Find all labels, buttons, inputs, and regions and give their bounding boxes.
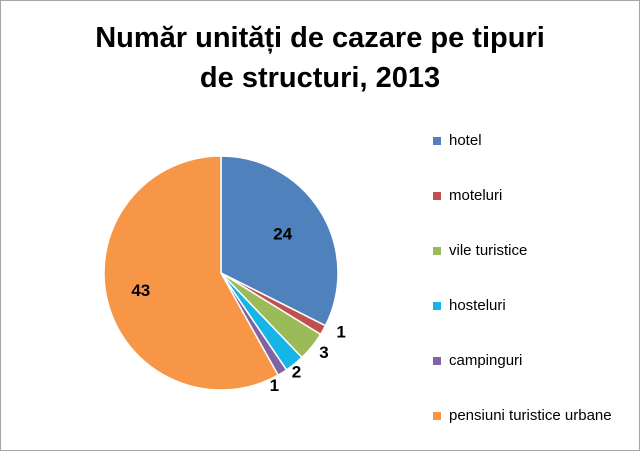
legend-label: vile turistice [449, 242, 528, 259]
chart-title-line-2: de structuri, 2013 [199, 62, 441, 94]
legend-swatch [433, 247, 441, 255]
pie-slice-hotel [220, 155, 339, 327]
legend-swatch [433, 192, 441, 200]
legend-label: hosteluri [449, 297, 506, 314]
data-label-hosteluri: 2 [292, 363, 301, 382]
data-label-pensiuni-turistice-urbane: 43 [131, 281, 150, 300]
legend-label: moteluri [449, 187, 503, 204]
data-label-campinguri: 1 [270, 376, 279, 395]
data-label-hotel: 24 [273, 224, 292, 243]
pie-slice-pensiuni-turistice-urbane [103, 155, 280, 391]
legend-swatch [433, 412, 441, 420]
legend-swatch [433, 357, 441, 365]
legend-swatch [433, 137, 441, 145]
legend-label: campinguri [449, 352, 523, 369]
legend-label: pensiuni turistice urbane [449, 407, 612, 424]
legend-label: hotel [449, 132, 482, 149]
data-label-vile-turistice: 3 [319, 343, 328, 362]
chart-title-line-1: Număr unități de cazare pe tipuri [95, 22, 545, 54]
legend-swatch [433, 302, 441, 310]
data-label-moteluri: 1 [336, 323, 345, 342]
chart-title: Număr unități de cazare pe tipuri de str… [0, 18, 640, 98]
